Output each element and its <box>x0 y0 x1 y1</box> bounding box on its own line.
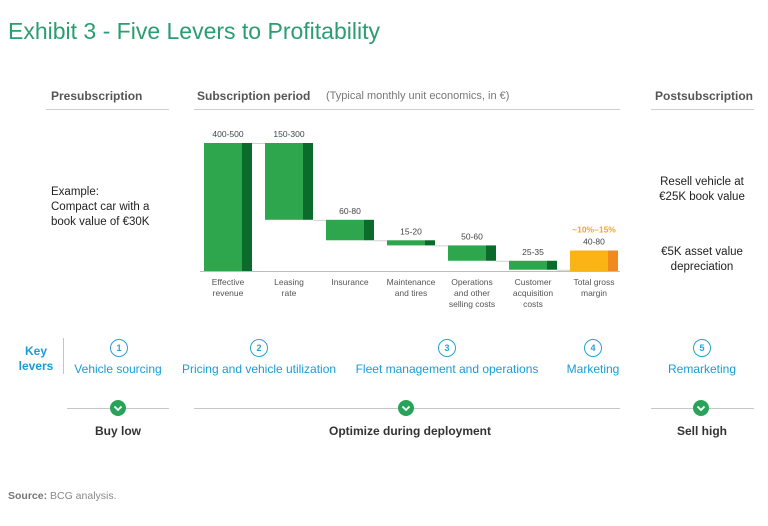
waterfall-bar-2 <box>265 143 303 220</box>
presub-example: Example: Compact car with a book value o… <box>51 185 149 230</box>
chevron-down-icon <box>110 400 126 416</box>
range-label-6: 25-35 <box>522 247 544 257</box>
chevron-down-icon <box>398 400 414 416</box>
margin-annotation: ~10%–15% <box>572 225 616 235</box>
lever-4-number: 4 <box>584 339 602 357</box>
category-label-5-1: Operations <box>451 277 493 287</box>
phase-buy-low: Buy low <box>94 424 141 438</box>
phase-sell-high: Sell high <box>676 424 727 438</box>
range-label-4: 15-20 <box>400 226 422 236</box>
resell-line1: Resell vehicle at <box>660 176 744 188</box>
lever-3-label: Fleet management and operations <box>355 362 539 376</box>
category-label-3-1: Insurance <box>331 277 369 287</box>
phase-optimize: Optimize during deployment <box>328 424 491 438</box>
lever-1-label: Vehicle sourcing <box>74 362 162 376</box>
presubscription-header: Presubscription <box>51 89 143 103</box>
postsubscription-header: Postsubscription <box>655 89 754 103</box>
category-label-2-2: rate <box>282 288 297 298</box>
waterfall-bar-3 <box>326 219 364 241</box>
resell-text: Resell vehicle at €25K book value <box>646 175 758 205</box>
category-label-7-1: Total gross <box>573 277 614 287</box>
resell-line2: €25K book value <box>659 191 745 203</box>
category-label-4-2: and tires <box>395 288 428 298</box>
category-label-6-3: costs <box>523 299 543 309</box>
waterfall-range-band-1 <box>242 143 252 271</box>
range-label-7: 40-80 <box>583 237 605 247</box>
presubscription-rule <box>46 109 169 110</box>
category-label-1-1: Effective <box>212 277 245 287</box>
key-levers-label-line2: levers <box>18 359 54 373</box>
source-note: Source: BCG analysis. <box>8 490 117 502</box>
presub-example-line2: Compact car with a <box>51 201 150 213</box>
presub-example-line3: book value of €30K <box>51 216 150 228</box>
waterfall-bar-1 <box>204 143 242 271</box>
lever-1-number: 1 <box>110 339 128 357</box>
waterfall-range-band-2 <box>303 143 313 220</box>
waterfall-range-band-7 <box>608 250 618 271</box>
subscription-rule <box>194 109 620 110</box>
source-text: BCG analysis. <box>50 490 117 502</box>
chevron-down-icon <box>693 400 709 416</box>
asset-line1: €5K asset value <box>661 246 743 258</box>
category-label-5-3: selling costs <box>449 299 495 309</box>
range-label-2: 150-300 <box>273 129 304 139</box>
waterfall-bar-5 <box>448 245 486 261</box>
range-label-5: 50-60 <box>461 231 483 241</box>
lever-2-number: 2 <box>250 339 268 357</box>
waterfall-bar-6 <box>509 260 547 270</box>
range-label-1: 400-500 <box>212 129 243 139</box>
waterfall-bar-7 <box>570 250 608 271</box>
lever-3-number: 3 <box>438 339 456 357</box>
source-label: Source: <box>8 490 48 502</box>
key-levers-divider <box>63 338 64 374</box>
subscription-period-header: Subscription period <box>197 89 311 103</box>
asset-depreciation-text: €5K asset value depreciation <box>646 245 758 275</box>
category-label-6-2: acquisition <box>513 288 553 298</box>
waterfall-bar-4 <box>387 240 425 246</box>
range-label-3: 60-80 <box>339 206 361 216</box>
lever-5-number: 5 <box>693 339 711 357</box>
category-label-4-1: Maintenance <box>387 277 436 287</box>
category-label-5-2: and other <box>454 288 490 298</box>
unit-economics-note: (Typical monthly unit economics, in €) <box>326 90 510 102</box>
lever-2-label: Pricing and vehicle utilization <box>181 362 337 376</box>
key-levers-label: Key levers <box>16 344 56 374</box>
waterfall-range-band-3 <box>364 219 374 241</box>
lever-4-label: Marketing <box>566 362 620 376</box>
category-label-6-1: Customer <box>515 277 552 287</box>
waterfall-range-band-5 <box>486 245 496 261</box>
category-label-2-1: Leasing <box>274 277 304 287</box>
key-levers-label-line1: Key <box>24 344 47 358</box>
waterfall-range-band-4 <box>425 240 435 246</box>
lever-5-label: Remarketing <box>667 362 737 376</box>
presub-example-line1: Example: <box>51 186 99 198</box>
category-label-1-2: revenue <box>213 288 244 298</box>
waterfall-range-band-6 <box>547 260 557 270</box>
exhibit-title: Exhibit 3 - Five Levers to Profitability <box>8 18 380 44</box>
category-label-7-2: margin <box>581 288 607 298</box>
asset-line2: depreciation <box>670 261 734 273</box>
postsubscription-rule <box>651 109 754 110</box>
bars-layer <box>200 143 620 272</box>
